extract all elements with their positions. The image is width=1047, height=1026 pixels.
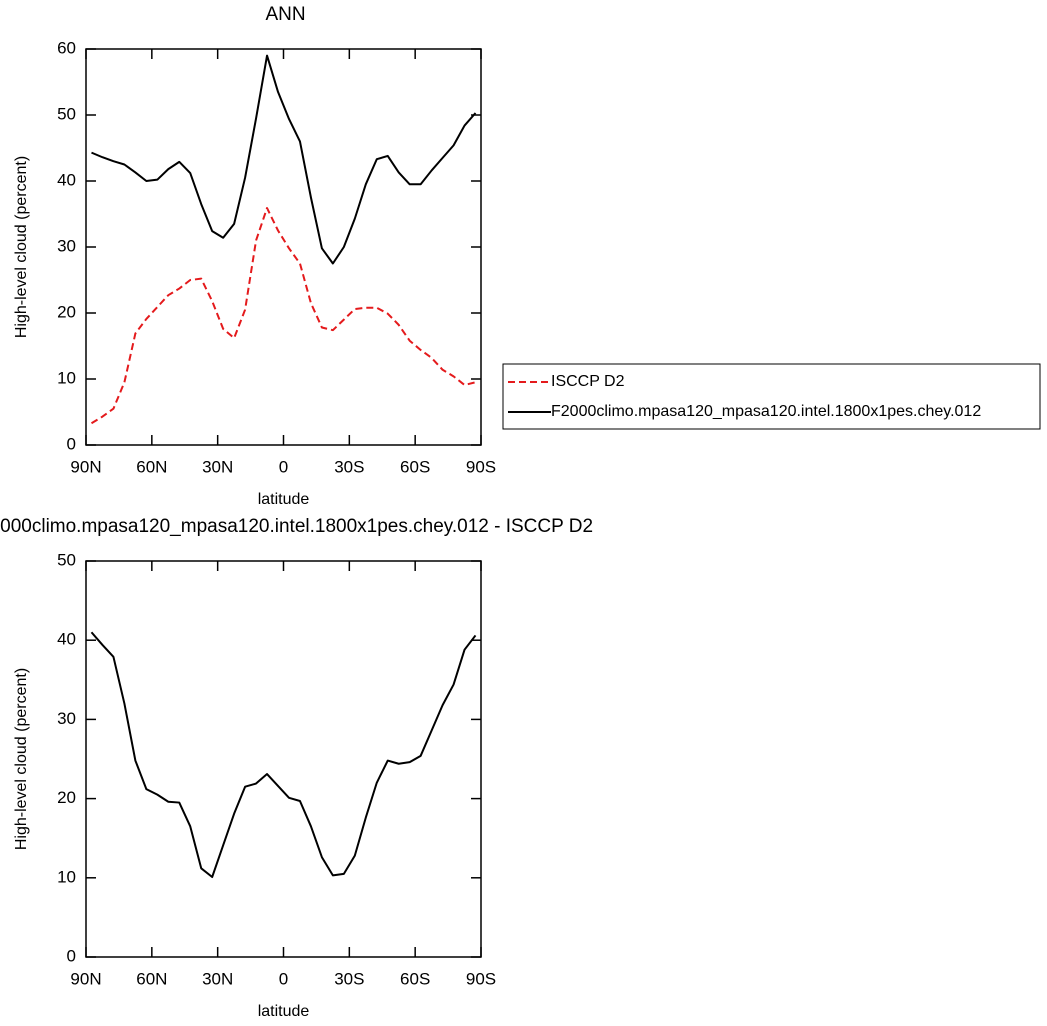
y-tick-label: 30	[57, 236, 76, 255]
legend-label: ISCCP D2	[551, 373, 625, 390]
data-line	[90, 207, 476, 425]
y-axis-label: High-level cloud (percent)	[13, 668, 30, 850]
x-tick-label: 30S	[334, 969, 364, 988]
y-tick-label: 20	[57, 302, 76, 321]
y-tick-label: 0	[67, 946, 76, 965]
x-tick-label: 60S	[400, 969, 430, 988]
x-axis-label: latitude	[258, 1003, 310, 1020]
legend-label: F2000climo.mpasa120_mpasa120.intel.1800x…	[551, 403, 981, 420]
x-tick-label: 30S	[334, 457, 364, 476]
x-tick-label: 30N	[202, 969, 233, 988]
x-tick-label: 30N	[202, 457, 233, 476]
chart-title: ANN	[265, 4, 305, 25]
data-line	[90, 631, 477, 879]
y-axis-label: High-level cloud (percent)	[13, 156, 30, 338]
y-tick-label: 60	[57, 38, 76, 57]
legend-box	[502, 363, 1041, 430]
y-tick-label: 10	[57, 867, 76, 886]
y-tick-label: 50	[57, 550, 76, 569]
x-axis-label: latitude	[258, 491, 310, 508]
y-tick-label: 10	[57, 368, 76, 387]
x-tick-label: 60N	[136, 969, 167, 988]
x-tick-label: 90S	[466, 969, 496, 988]
x-tick-label: 90S	[466, 457, 496, 476]
x-tick-label: 90N	[70, 969, 101, 988]
y-tick-label: 50	[57, 104, 76, 123]
x-tick-label: 90N	[70, 457, 101, 476]
x-tick-label: 60S	[400, 457, 430, 476]
data-line	[91, 54, 477, 265]
x-tick-label: 0	[279, 457, 288, 476]
y-tick-label: 30	[57, 709, 76, 728]
plot-frame	[85, 48, 482, 446]
y-tick-label: 20	[57, 788, 76, 807]
x-tick-label: 0	[279, 969, 288, 988]
chart-title: F2000climo.mpasa120_mpasa120.intel.1800x…	[0, 516, 593, 537]
y-tick-label: 0	[67, 434, 76, 453]
y-tick-label: 40	[57, 170, 76, 189]
y-tick-label: 40	[57, 630, 76, 649]
plot-frame	[85, 560, 482, 958]
x-tick-label: 60N	[136, 457, 167, 476]
